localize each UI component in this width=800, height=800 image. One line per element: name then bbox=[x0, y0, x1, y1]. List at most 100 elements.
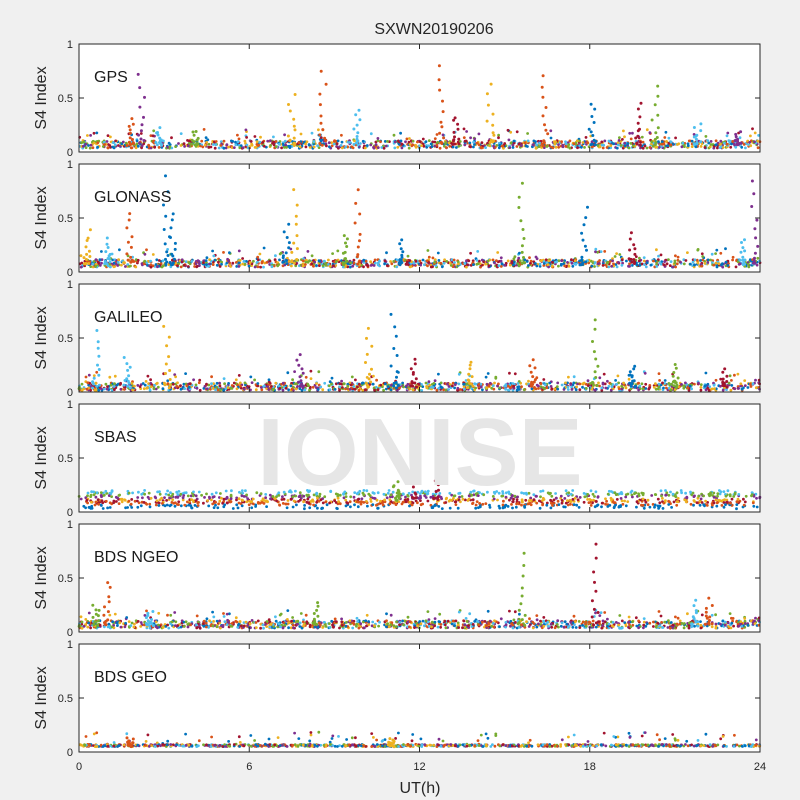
data-point bbox=[222, 139, 226, 143]
spike-point bbox=[695, 133, 699, 137]
spike-point bbox=[543, 123, 546, 127]
spike-point bbox=[282, 230, 286, 234]
data-point bbox=[696, 248, 700, 252]
spike-point bbox=[753, 251, 757, 255]
data-point bbox=[607, 265, 611, 269]
data-point bbox=[408, 259, 412, 262]
data-point bbox=[84, 142, 88, 146]
data-point bbox=[185, 384, 189, 388]
data-point bbox=[173, 504, 177, 508]
data-point bbox=[451, 384, 454, 388]
data-point bbox=[646, 503, 650, 506]
data-point bbox=[430, 385, 433, 389]
data-point bbox=[324, 142, 328, 146]
data-point bbox=[477, 383, 481, 386]
data-point bbox=[709, 140, 713, 143]
spike-point bbox=[364, 381, 368, 385]
data-point bbox=[402, 385, 405, 389]
spike-point bbox=[518, 259, 522, 263]
data-point bbox=[187, 261, 191, 264]
data-point bbox=[756, 139, 760, 143]
data-point bbox=[89, 265, 93, 268]
data-point bbox=[108, 501, 112, 505]
spike-point bbox=[492, 133, 496, 137]
data-point bbox=[736, 372, 740, 376]
data-point bbox=[210, 492, 214, 496]
data-point bbox=[249, 375, 253, 379]
data-point bbox=[214, 388, 217, 391]
data-point bbox=[267, 378, 271, 382]
data-point bbox=[290, 264, 293, 268]
spike-point bbox=[96, 346, 100, 350]
data-point bbox=[237, 137, 241, 141]
data-point bbox=[517, 142, 521, 146]
data-point bbox=[164, 492, 168, 496]
data-point bbox=[623, 135, 626, 139]
data-point bbox=[644, 265, 648, 269]
data-point bbox=[348, 387, 352, 391]
data-point bbox=[210, 382, 213, 385]
data-point bbox=[608, 503, 612, 507]
data-point bbox=[735, 507, 738, 511]
data-point bbox=[435, 133, 439, 136]
data-point bbox=[214, 491, 218, 495]
data-point bbox=[522, 388, 526, 392]
spike-point bbox=[596, 364, 600, 368]
data-point bbox=[179, 504, 183, 508]
data-point bbox=[222, 388, 226, 392]
data-point bbox=[732, 495, 736, 498]
data-point bbox=[516, 382, 520, 385]
data-point bbox=[658, 261, 662, 265]
data-point bbox=[100, 499, 104, 503]
data-point bbox=[447, 385, 451, 388]
spike-point bbox=[638, 127, 641, 131]
data-point bbox=[575, 385, 578, 389]
spike-point bbox=[356, 143, 360, 147]
system-label: GPS bbox=[94, 69, 128, 86]
spike-point bbox=[632, 243, 636, 247]
data-point bbox=[100, 250, 103, 253]
spike-point bbox=[192, 140, 196, 144]
data-point bbox=[271, 388, 275, 392]
spike-point bbox=[591, 134, 595, 137]
data-point bbox=[252, 259, 255, 263]
spike-point bbox=[131, 122, 135, 126]
spike-point bbox=[296, 380, 300, 384]
spike-point bbox=[699, 122, 703, 126]
data-point bbox=[214, 140, 218, 143]
data-point bbox=[448, 144, 452, 148]
spike-point bbox=[294, 222, 298, 226]
data-point bbox=[670, 506, 673, 509]
data-point bbox=[240, 489, 244, 492]
data-point bbox=[704, 499, 707, 503]
data-point bbox=[145, 248, 148, 252]
spike-point bbox=[739, 250, 743, 254]
data-point bbox=[641, 497, 645, 501]
data-point bbox=[703, 262, 707, 265]
data-point bbox=[321, 388, 325, 392]
data-point bbox=[216, 388, 220, 392]
data-point bbox=[131, 491, 135, 495]
spike-point bbox=[628, 248, 632, 252]
data-point bbox=[604, 502, 607, 506]
data-point bbox=[205, 492, 208, 496]
data-point bbox=[317, 370, 321, 374]
data-point bbox=[149, 385, 153, 389]
spike-point bbox=[485, 119, 489, 123]
spike-point bbox=[453, 116, 457, 120]
data-point bbox=[680, 145, 684, 149]
data-point bbox=[119, 382, 122, 386]
data-point bbox=[272, 135, 275, 139]
data-point bbox=[509, 141, 513, 145]
spike-point bbox=[438, 131, 442, 135]
data-point bbox=[755, 496, 758, 500]
data-point bbox=[551, 261, 554, 264]
data-point bbox=[340, 259, 343, 262]
data-point bbox=[237, 497, 241, 501]
data-point bbox=[436, 140, 440, 144]
data-point bbox=[484, 375, 488, 379]
data-point bbox=[183, 145, 187, 148]
data-point bbox=[116, 260, 120, 264]
spike-point bbox=[287, 246, 291, 250]
data-point bbox=[79, 265, 83, 269]
